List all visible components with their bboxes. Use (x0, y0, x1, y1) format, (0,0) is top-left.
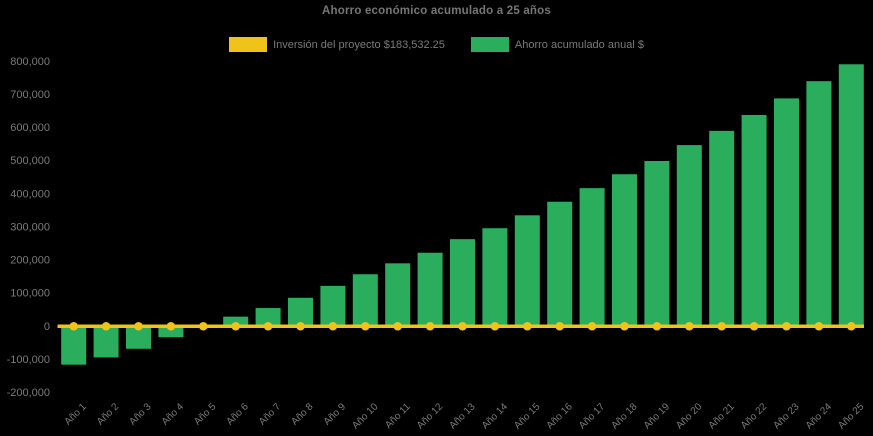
y-axis-tick-label: 700,000 (10, 89, 50, 101)
x-axis-tick-label: Año 9 (322, 401, 349, 428)
bar-año-22 (741, 114, 767, 327)
line-marker (685, 321, 694, 331)
x-axis-tick-label: Año 17 (577, 401, 607, 431)
y-axis-tick-label: 0 (44, 321, 50, 333)
line-marker (814, 321, 824, 331)
x-axis-tick-label: Año 21 (707, 401, 737, 431)
line-marker (782, 321, 791, 331)
bar-año-21 (709, 130, 735, 327)
bar-año-10 (352, 274, 378, 327)
bar-año-12 (417, 252, 443, 327)
x-axis-tick-label: Año 13 (447, 401, 477, 431)
line-marker (166, 321, 176, 331)
line-marker (749, 321, 759, 331)
line-marker (847, 321, 856, 331)
y-axis-tick-label: 400,000 (10, 188, 50, 200)
y-axis-tick-label: 600,000 (10, 122, 50, 134)
y-axis-tick-label: 200,000 (10, 255, 50, 267)
line-marker (425, 321, 435, 331)
x-axis-tick-label: Año 3 (127, 401, 154, 428)
yellow-swatch-icon (229, 37, 268, 52)
green-swatch-icon (470, 37, 509, 52)
bar-año-13 (450, 239, 475, 327)
legend-label-inversion: Inversión del proyecto $183,532.25 (273, 38, 445, 51)
legend-item-inversion: Inversión del proyecto $183,532.25 (229, 37, 445, 52)
bar-año-18 (612, 174, 637, 327)
line-marker (458, 321, 467, 331)
line-marker (523, 321, 532, 331)
x-axis-tick-label: Año 4 (160, 401, 187, 428)
x-axis-tick-label: Año 14 (480, 401, 510, 431)
x-axis-tick-label: Año 18 (609, 401, 639, 431)
x-axis-tick-label: Año 25 (836, 401, 866, 431)
line-marker (717, 321, 726, 331)
x-axis-tick-label: Año 2 (95, 401, 122, 428)
y-axis-tick-label: -100,000 (7, 354, 50, 366)
chart-title: Ahorro económico acumulado a 25 años (322, 5, 551, 17)
x-axis-tick-label: Año 23 (771, 401, 801, 431)
legend-label-ahorro: Ahorro acumulado anual $ (514, 38, 644, 51)
line-marker (652, 321, 662, 331)
legend-item-ahorro: Ahorro acumulado anual $ (470, 37, 644, 52)
x-axis-tick-label: Año 24 (804, 401, 834, 431)
line-marker (393, 321, 403, 331)
line-marker (69, 321, 78, 331)
bar-año-2 (93, 326, 119, 358)
bar-año-3 (126, 326, 151, 349)
bar-año-14 (482, 228, 508, 327)
bar-año-6 (223, 316, 249, 327)
bar-año-15 (514, 215, 540, 327)
y-axis-tick-label: 800,000 (10, 56, 50, 68)
bar-año-11 (385, 263, 411, 327)
bar-año-25 (838, 64, 864, 327)
line-marker (361, 321, 370, 331)
line-marker (134, 321, 143, 331)
x-axis-tick-label: Año 6 (225, 401, 252, 428)
x-axis-tick-label: Año 20 (674, 401, 704, 431)
bar-año-8 (288, 297, 313, 327)
y-axis-tick-label: 500,000 (10, 155, 50, 167)
bar-año-7 (255, 308, 281, 327)
bar-año-17 (579, 188, 605, 327)
y-axis-tick-label: 100,000 (10, 288, 50, 300)
x-axis-tick-label: Año 10 (350, 401, 380, 431)
line-marker (199, 321, 208, 331)
bar-año-23 (774, 98, 799, 327)
y-axis-tick-label: -200,000 (7, 387, 50, 399)
line-marker (620, 321, 629, 331)
y-axis-tick-label: 300,000 (10, 221, 50, 233)
line-marker (328, 321, 338, 331)
bar-año-4 (158, 326, 184, 338)
x-axis-tick-label: Año 19 (642, 401, 672, 431)
x-axis-tick-label: Año 16 (545, 401, 575, 431)
line-marker (296, 321, 305, 331)
x-axis-tick-label: Año 1 (63, 401, 90, 428)
line-marker (231, 321, 240, 331)
x-axis-tick-label: Año 5 (192, 401, 219, 428)
line-marker (263, 321, 273, 331)
x-axis-tick-label: Año 15 (512, 401, 542, 431)
bar-año-16 (547, 201, 573, 327)
x-axis-tick-label: Año 12 (415, 401, 445, 431)
line-marker (490, 321, 500, 331)
line-marker (587, 321, 597, 331)
line-marker (555, 321, 564, 331)
x-axis-tick-label: Año 7 (257, 401, 284, 428)
bar-año-24 (806, 81, 832, 327)
x-axis-tick-label: Año 22 (739, 401, 769, 431)
x-axis-tick-label: Año 8 (289, 401, 316, 428)
bar-año-1 (61, 326, 87, 365)
x-axis-tick-label: Año 11 (383, 401, 413, 431)
bar-año-19 (644, 160, 670, 327)
bar-año-20 (676, 145, 702, 327)
bar-año-9 (320, 285, 346, 327)
line-marker (101, 321, 111, 331)
legend: Inversión del proyecto $183,532.25 Ahorr… (0, 37, 873, 52)
